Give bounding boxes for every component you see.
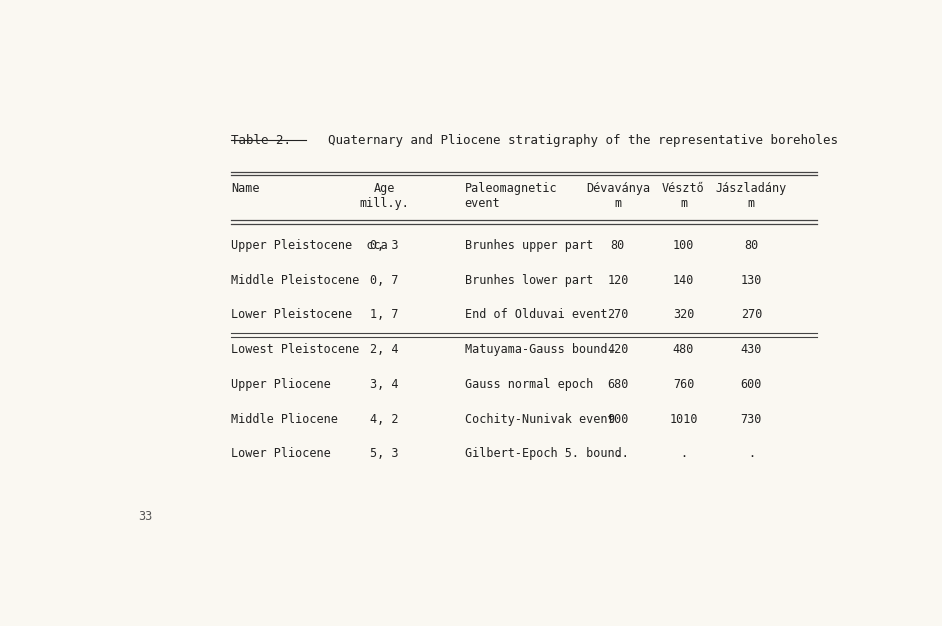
Text: Upper Pliocene: Upper Pliocene <box>231 378 331 391</box>
Text: Upper Pleistocene  cca: Upper Pleistocene cca <box>231 239 388 252</box>
Text: 4, 2: 4, 2 <box>370 413 398 426</box>
Text: 430: 430 <box>740 343 762 356</box>
Text: 730: 730 <box>740 413 762 426</box>
Text: 760: 760 <box>673 378 694 391</box>
Text: 0, 3: 0, 3 <box>370 239 398 252</box>
Text: 480: 480 <box>673 343 694 356</box>
Text: 270: 270 <box>740 309 762 321</box>
Text: mill.y.: mill.y. <box>359 197 409 210</box>
Text: event: event <box>464 197 500 210</box>
Text: Lower Pleistocene: Lower Pleistocene <box>231 309 352 321</box>
Text: Matuyama-Gauss bound.: Matuyama-Gauss bound. <box>464 343 614 356</box>
Text: 80: 80 <box>610 239 625 252</box>
Text: 1, 7: 1, 7 <box>370 309 398 321</box>
Text: Paleomagnetic: Paleomagnetic <box>464 182 557 195</box>
Text: m: m <box>614 197 622 210</box>
Text: 120: 120 <box>608 274 628 287</box>
Text: Gilbert-Epoch 5. bound.: Gilbert-Epoch 5. bound. <box>464 447 628 460</box>
Text: .: . <box>748 447 755 460</box>
Text: m: m <box>680 197 687 210</box>
Text: 600: 600 <box>740 378 762 391</box>
Text: Dévaványa: Dévaványa <box>586 182 650 195</box>
Text: 3, 4: 3, 4 <box>370 378 398 391</box>
Text: Middle Pleistocene: Middle Pleistocene <box>231 274 359 287</box>
Text: End of Olduvai event: End of Olduvai event <box>464 309 607 321</box>
Text: Jászladány: Jászladány <box>716 182 788 195</box>
Text: 140: 140 <box>673 274 694 287</box>
Text: m: m <box>748 197 755 210</box>
Text: .: . <box>680 447 687 460</box>
Text: 680: 680 <box>608 378 628 391</box>
Text: Vésztő: Vésztő <box>662 182 705 195</box>
Text: Cochity-Nunivak event: Cochity-Nunivak event <box>464 413 614 426</box>
Text: Lowest Pleistocene: Lowest Pleistocene <box>231 343 359 356</box>
Text: Brunhes upper part: Brunhes upper part <box>464 239 593 252</box>
Text: Gauss normal epoch: Gauss normal epoch <box>464 378 593 391</box>
Text: Lower Pliocene: Lower Pliocene <box>231 447 331 460</box>
Text: Middle Pliocene: Middle Pliocene <box>231 413 338 426</box>
Text: 33: 33 <box>138 510 153 523</box>
Text: 130: 130 <box>740 274 762 287</box>
Text: 1010: 1010 <box>669 413 698 426</box>
Text: 80: 80 <box>744 239 758 252</box>
Text: Table 2.: Table 2. <box>231 134 291 147</box>
Text: 2, 4: 2, 4 <box>370 343 398 356</box>
Text: Brunhes lower part: Brunhes lower part <box>464 274 593 287</box>
Text: 270: 270 <box>608 309 628 321</box>
Text: Quaternary and Pliocene stratigraphy of the representative boreholes: Quaternary and Pliocene stratigraphy of … <box>314 134 838 147</box>
Text: 420: 420 <box>608 343 628 356</box>
Text: .: . <box>614 447 622 460</box>
Text: 900: 900 <box>608 413 628 426</box>
Text: 100: 100 <box>673 239 694 252</box>
Text: Age: Age <box>374 182 395 195</box>
Text: 5, 3: 5, 3 <box>370 447 398 460</box>
Text: 320: 320 <box>673 309 694 321</box>
Text: 0, 7: 0, 7 <box>370 274 398 287</box>
Text: Name: Name <box>231 182 259 195</box>
